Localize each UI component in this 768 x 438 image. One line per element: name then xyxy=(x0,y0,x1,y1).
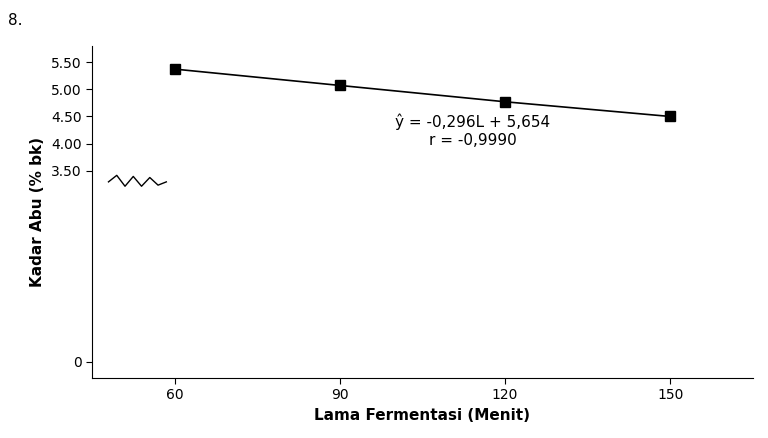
Text: 8.: 8. xyxy=(8,13,22,28)
X-axis label: Lama Fermentasi (Menit): Lama Fermentasi (Menit) xyxy=(314,408,531,423)
Y-axis label: Kadar Abu (% bk): Kadar Abu (% bk) xyxy=(31,137,45,287)
Text: ŷ = -0,296L + 5,654
r = -0,9990: ŷ = -0,296L + 5,654 r = -0,9990 xyxy=(395,114,550,148)
